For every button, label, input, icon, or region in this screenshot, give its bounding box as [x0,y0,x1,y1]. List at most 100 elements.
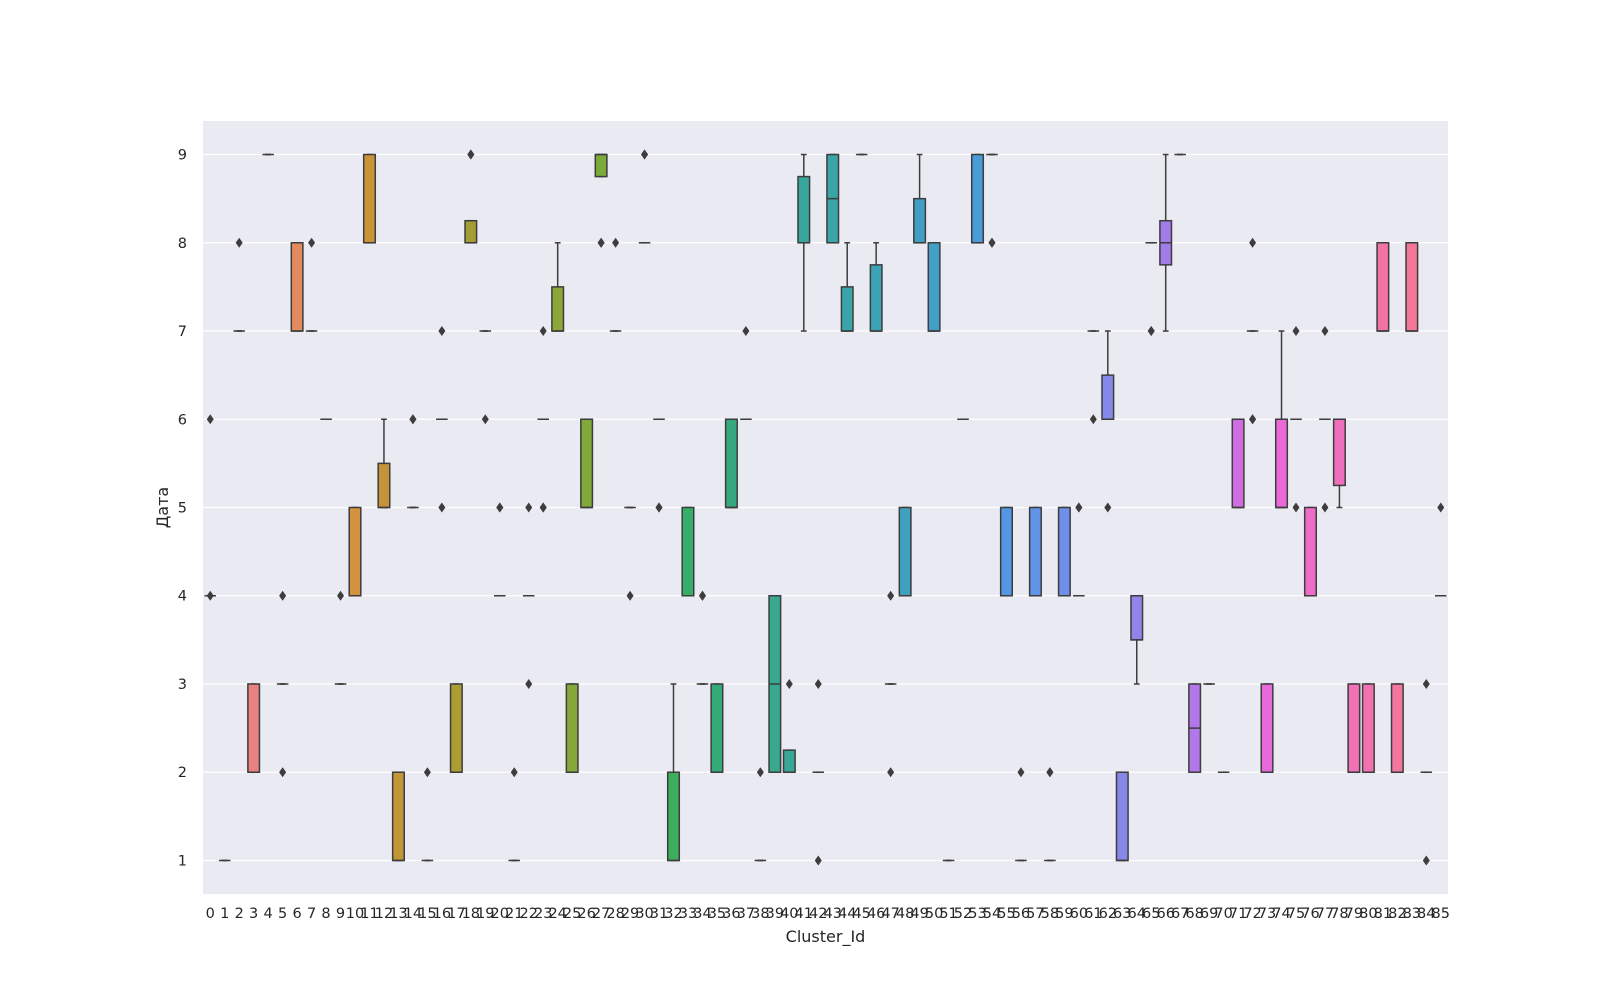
x-tick-label: 37 [737,906,755,922]
outlier-point [785,678,793,689]
box-iqr [1347,683,1361,773]
outlier-point [409,414,417,425]
x-tick-label: 63 [1113,906,1131,922]
box-cluster-60 [1073,502,1085,597]
box-cluster-41 [797,153,811,332]
x-tick-label: 73 [1258,906,1276,922]
x-tick-label: 46 [867,906,885,922]
x-tick-label: 24 [548,906,566,922]
x-tick-label: 79 [1345,906,1363,922]
box-iqr [999,506,1013,597]
x-tick-label: 53 [968,906,986,922]
box-cluster-83 [1405,242,1419,332]
box-cluster-74 [1274,330,1289,509]
outlier-point [539,326,547,337]
x-tick-label: 29 [621,906,639,922]
x-tick-label: 5 [278,906,287,922]
x-tick-label: 82 [1388,906,1406,922]
y-tick-label: 8 [178,236,187,252]
x-tick-label: 4 [264,906,273,922]
x-tick-label: 25 [563,906,581,922]
x-axis-title: Cluster_Id [786,927,866,947]
box-cluster-11 [362,153,377,244]
outlier-point [206,414,214,425]
outlier-point [1292,326,1300,337]
box-iqr [1361,683,1375,773]
x-tick-label: 32 [664,906,682,922]
box-cluster-66 [1159,153,1173,332]
outlier-point [1422,855,1430,866]
outlier-point [887,767,895,778]
box-iqr [1405,242,1419,332]
outlier-point [612,237,620,248]
x-tick-label: 52 [954,906,972,922]
x-tick-label: 44 [838,906,856,922]
box-cluster-10 [348,506,362,597]
outlier-point [655,502,663,513]
box-iqr [970,153,985,244]
x-tick-label: 22 [520,906,538,922]
outlier-point [1104,502,1112,513]
box-cluster-33 [681,506,695,597]
box-cluster-59 [1057,506,1071,597]
box-cluster-32 [666,683,681,862]
box-cluster-15 [421,767,434,862]
outlier-point [988,237,996,248]
box-cluster-16 [436,326,448,513]
x-tick-label: 15 [418,906,436,922]
box-cluster-7 [305,237,318,332]
x-tick-label: 9 [336,906,345,922]
x-tick-label: 68 [1185,906,1203,922]
box-iqr [1376,242,1390,332]
outlier-point [1249,237,1257,248]
outlier-point [641,149,649,160]
x-tick-label: 74 [1272,906,1290,922]
box-cluster-24 [551,242,565,332]
box-cluster-19 [479,330,492,425]
outlier-point [510,767,518,778]
box-cluster-12 [377,418,391,509]
y-tick-label: 9 [178,148,187,164]
box-cluster-77 [1319,326,1331,513]
box-iqr [1130,594,1144,641]
box-cluster-21 [508,767,521,862]
box-cluster-39 [768,594,782,773]
x-tick-label: 85 [1432,906,1450,922]
outlier-point [438,502,446,513]
x-tick-label: 59 [1055,906,1073,922]
box-cluster-82 [1390,683,1404,773]
x-tick-label: 61 [1084,906,1102,922]
x-tick-label: 12 [375,906,393,922]
x-tick-label: 67 [1171,906,1189,922]
y-tick-label: 3 [178,677,187,693]
x-tick-label: 41 [795,906,813,922]
x-tick-label: 58 [1041,906,1059,922]
box-iqr [449,683,463,773]
x-tick-label: 20 [491,906,509,922]
x-tick-label: 66 [1156,906,1174,922]
box-cluster-42 [812,678,825,866]
box-cluster-54 [986,153,998,248]
x-tick-label: 70 [1214,906,1232,922]
x-tick-label: 43 [824,906,842,922]
outlier-point [525,502,533,513]
outlier-point [279,590,287,601]
outlier-point [1089,414,1097,425]
x-tick-label: 23 [534,906,552,922]
x-tick-label: 77 [1316,906,1334,922]
x-tick-label: 28 [606,906,624,922]
outlier-point [539,502,547,513]
outlier-point [1046,767,1054,778]
outlier-point [1321,326,1329,337]
x-tick-label: 56 [1012,906,1030,922]
box-iqr [913,197,927,244]
box-cluster-79 [1347,683,1361,773]
outlier-point [597,237,605,248]
x-tick-label: 48 [896,906,914,922]
box-cluster-5 [276,590,289,778]
box-iqr [869,264,883,332]
x-tick-label: 38 [751,906,769,922]
box-cluster-26 [580,418,594,509]
box-cluster-2 [233,237,245,332]
x-tick-label: 62 [1099,906,1117,922]
